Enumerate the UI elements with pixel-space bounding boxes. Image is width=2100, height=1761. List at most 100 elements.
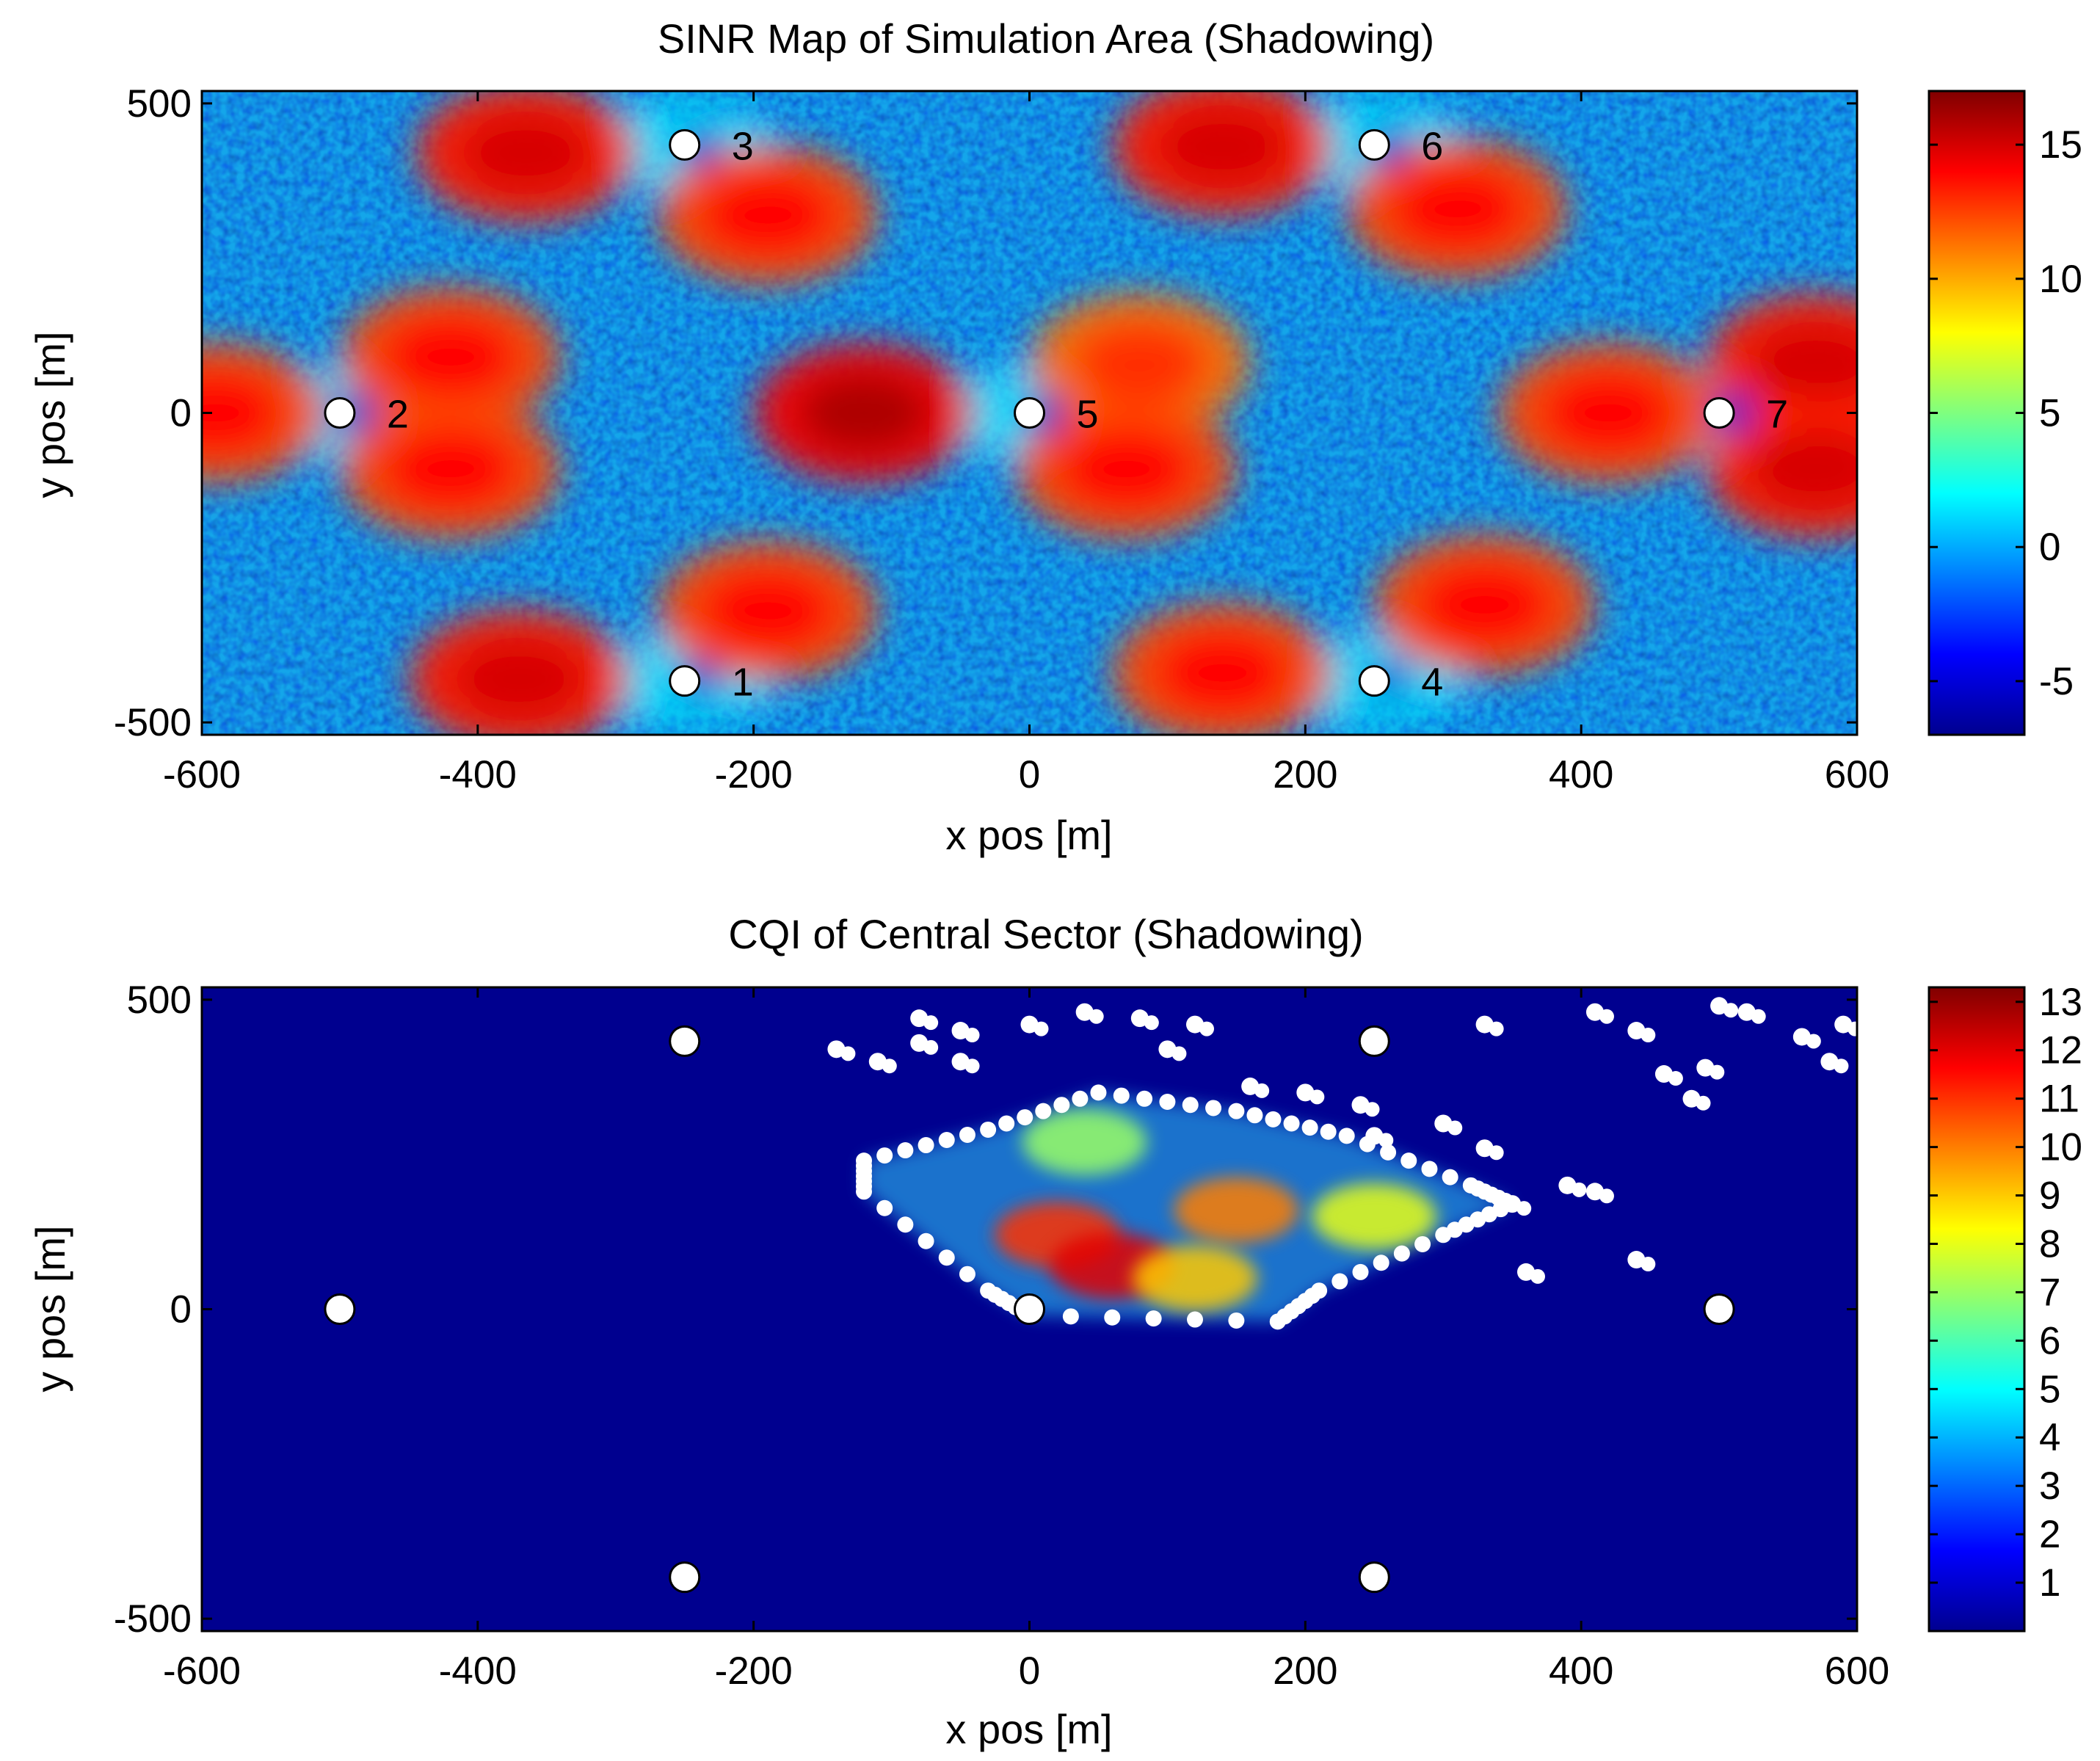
cqi-outage-dot (876, 1147, 893, 1164)
cqi-xtick-label: -600 (163, 1649, 241, 1693)
cqi-outage-dot (1489, 1145, 1504, 1161)
cqi-xtick-label: 400 (1549, 1649, 1613, 1693)
cqi-outage-dot (1145, 1310, 1162, 1327)
sinr-xtick-label: 0 (1019, 753, 1040, 796)
cqi-colorbar-tick-label: 10 (2039, 1126, 2082, 1169)
cqi-outage-dot (1447, 1120, 1463, 1136)
cqi-outage-dot (1435, 1227, 1452, 1243)
sinr-high-zone-core (1391, 168, 1524, 250)
sinr-xlabel: x pos [m] (945, 812, 1112, 858)
cqi-outage-dot (1373, 1255, 1389, 1271)
cqi-outage-dot (1365, 1102, 1380, 1117)
cqi-outage-dot (918, 1137, 934, 1154)
cqi-outage-dot (1072, 1090, 1089, 1107)
sinr-site-label: 1 (732, 661, 754, 705)
cqi-outage-dot (938, 1132, 955, 1149)
cqi-colorbar-tick-label: 12 (2039, 1029, 2082, 1072)
cqi-outage-dot (923, 1039, 939, 1055)
cqi-outage-dot (840, 1046, 856, 1061)
sinr-sites: 1 2 3 4 5 6 7 (324, 124, 1788, 705)
cqi-outage-dot (1309, 1089, 1325, 1105)
cqi-xtick-label: 200 (1273, 1649, 1337, 1693)
cqi-outage-dot (1269, 1313, 1286, 1330)
cqi-outage-dot (1516, 1201, 1532, 1216)
sinr-high-zone-core (701, 570, 834, 652)
cqi-outage-dot (1159, 1094, 1176, 1111)
sinr-high-zone-core (1418, 564, 1551, 645)
cqi-outage-dot (1530, 1268, 1545, 1284)
cqi-site-marker (1358, 1561, 1390, 1594)
sinr-high-zone-core (1073, 323, 1206, 404)
cqi-colorbar-tick-label: 6 (2039, 1319, 2060, 1362)
cqi-site-marker (669, 1561, 701, 1594)
cqi-site-marker (1014, 1293, 1045, 1325)
sinr-x-ticks: -600 -400 -200 0 200 400 600 (163, 91, 1889, 796)
cqi-outage-dot (856, 1158, 872, 1174)
sinr-high-zone-core (384, 316, 517, 398)
cqi-colorbar-bar (1928, 986, 2026, 1633)
sinr-xtick-label: -400 (439, 753, 517, 796)
sinr-high-zone-core (1156, 632, 1289, 714)
cqi-outage-dot (1710, 1064, 1725, 1080)
cqi-colorbar-tick-label: 9 (2039, 1174, 2060, 1218)
sinr-ylabel: y pos [m] (27, 331, 73, 498)
cqi-outage-dot (1380, 1144, 1397, 1161)
sinr-colorbar: -5 0 5 10 15 (1928, 90, 2082, 736)
cqi-ytick-label: -500 (114, 1597, 192, 1641)
cqi-outage-dot (1053, 1097, 1070, 1114)
cqi-outage-dot (1035, 1103, 1052, 1119)
cqi-colorbar-tick-label: 4 (2039, 1416, 2060, 1459)
cqi-outage-dot (1489, 1021, 1504, 1036)
sinr-site-label: 7 (1766, 393, 1788, 437)
cqi-outage-dot (1834, 1059, 1849, 1074)
sinr-ytick-label: 500 (127, 82, 192, 126)
cqi-outage-dot (1017, 1109, 1033, 1126)
cqi-outage-dot (897, 1216, 914, 1233)
cqi-colorbar-tick-label: 3 (2039, 1464, 2060, 1508)
cqi-outage-dot (1136, 1090, 1153, 1107)
cqi-outage-dot (1144, 1015, 1159, 1031)
cqi-y-ticks: -500 0 500 (114, 978, 1857, 1641)
cqi-outage-dot (980, 1121, 997, 1138)
sinr-high-zone-core (1060, 428, 1193, 509)
cqi-outage-dot (1400, 1152, 1417, 1169)
cqi-colorbar-tick-label: 11 (2039, 1078, 2079, 1121)
cqi-outage-dot (1246, 1107, 1263, 1124)
sinr-site-marker (669, 665, 701, 697)
cqi-outage-dot (964, 1028, 980, 1043)
sinr-site-label: 3 (732, 124, 754, 168)
sinr-high-zone-core (459, 112, 592, 194)
cqi-outage-dot (1442, 1169, 1458, 1186)
sinr-site-label: 2 (387, 393, 409, 437)
sinr-high-zone-core (1749, 428, 1857, 509)
cqi-outage-dot (1283, 1115, 1300, 1132)
cqi-outage-dot (964, 1059, 980, 1074)
cqi-subplot: CQI of Central Sector (Shadowing) -600 -4… (27, 911, 2082, 1752)
cqi-outage-dot (1572, 1182, 1587, 1197)
sinr-colorbar-ticks: -5 0 5 10 15 (1929, 123, 2082, 703)
cqi-outage-dot (1089, 1009, 1104, 1024)
cqi-outage-dot (1228, 1312, 1245, 1329)
cqi-outage-dot (1265, 1111, 1282, 1128)
sinr-high-zone-core (1542, 372, 1675, 454)
cqi-site-marker (1358, 1025, 1390, 1057)
cqi-colorbar-tick-label: 8 (2039, 1222, 2060, 1266)
cqi-outage-dot (1090, 1084, 1107, 1101)
cqi-outage-dot (1228, 1103, 1245, 1119)
cqi-colorbar-tick-label: 1 (2039, 1561, 2060, 1605)
cqi-outage-dot (1421, 1161, 1438, 1177)
cqi-ylabel: y pos [m] (27, 1225, 73, 1392)
cqi-x-ticks: -600 -400 -200 0 200 400 600 (163, 987, 1889, 1693)
cqi-outage-dot (1104, 1309, 1121, 1326)
sinr-site-marker (1358, 128, 1390, 161)
cqi-title: CQI of Central Sector (Shadowing) (728, 911, 1363, 957)
cqi-outage-dot (1848, 1021, 1857, 1036)
cqi-xtick-label: -200 (715, 1649, 793, 1693)
cqi-outage-dot (1331, 1273, 1348, 1290)
cqi-heatmap (202, 987, 1857, 1631)
cqi-hot-spot (1022, 1108, 1147, 1175)
cqi-hot-spot (1133, 1245, 1257, 1312)
sinr-colorbar-tick-label: 5 (2039, 392, 2060, 435)
cqi-hot-spot (1174, 1177, 1299, 1243)
